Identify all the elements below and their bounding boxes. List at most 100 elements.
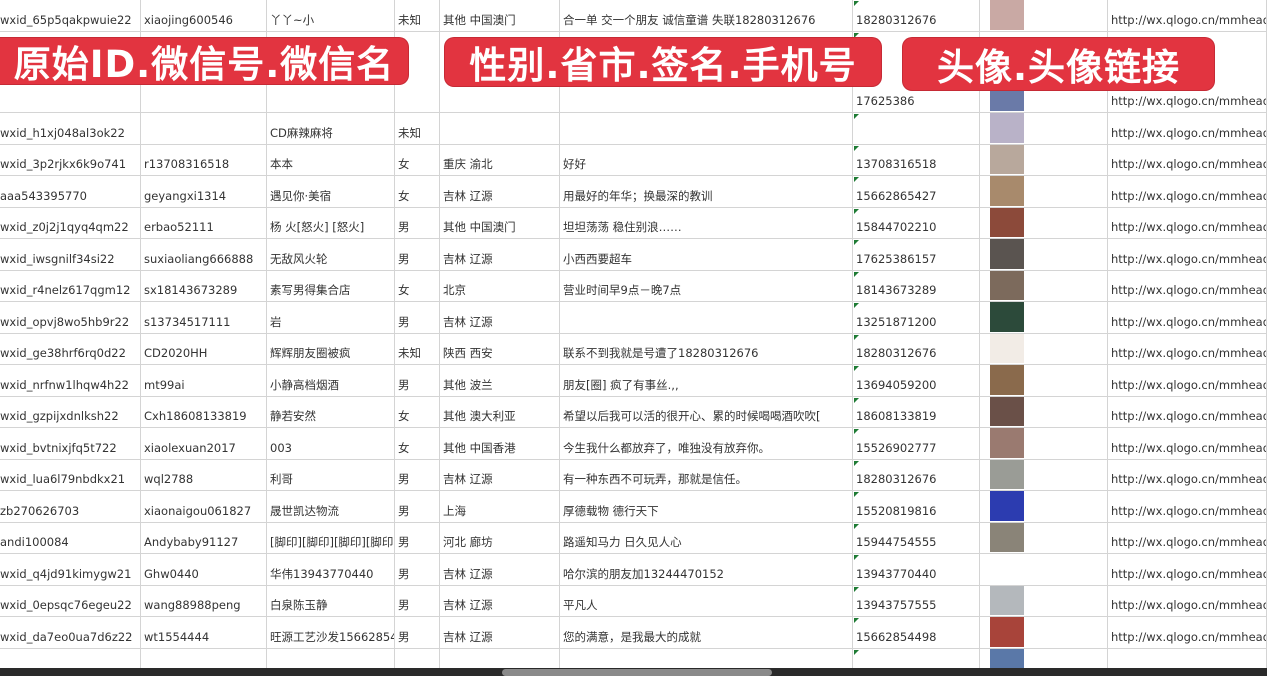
phone-cell[interactable]: [853, 648, 980, 668]
avatar-cell[interactable]: [980, 396, 1108, 427]
avatar-url-cell[interactable]: http://wx.qlogo.cn/mmhead: [1108, 428, 1267, 459]
wechat-id-cell[interactable]: wang88988peng: [141, 585, 267, 616]
signature-cell[interactable]: [560, 648, 853, 668]
signature-cell[interactable]: [560, 302, 853, 333]
avatar-cell[interactable]: [980, 428, 1108, 459]
wechat-name-cell[interactable]: 辉辉朋友圈被疯: [267, 333, 395, 364]
avatar-url-cell[interactable]: http://wx.qlogo.cn/mmhead: [1108, 491, 1267, 522]
avatar-url-cell[interactable]: http://wx.qlogo.cn/mmhead: [1108, 207, 1267, 238]
signature-cell[interactable]: 用最好的年华；换最深的教训: [560, 176, 853, 207]
avatar-url-cell[interactable]: http://wx.qlogo.cn/mmhead: [1108, 617, 1267, 648]
avatar-cell[interactable]: [980, 491, 1108, 522]
avatar-cell[interactable]: [980, 207, 1108, 238]
wechat-id-cell[interactable]: sx18143673289: [141, 270, 267, 301]
original-id-cell[interactable]: wxid_da7eo0ua7d6z22: [0, 617, 141, 648]
wechat-id-cell[interactable]: r13708316518: [141, 144, 267, 175]
wechat-name-cell[interactable]: 丫丫~小: [267, 0, 395, 31]
gender-cell[interactable]: 男: [395, 491, 440, 522]
horizontal-scrollbar[interactable]: [502, 669, 772, 676]
gender-cell[interactable]: 男: [395, 522, 440, 553]
wechat-name-cell[interactable]: 本本: [267, 144, 395, 175]
avatar-url-cell[interactable]: http://wx.qlogo.cn/mmhead: [1108, 365, 1267, 396]
wechat-id-cell[interactable]: wql2788: [141, 459, 267, 490]
wechat-name-cell[interactable]: 旺源工艺沙发15662854: [267, 617, 395, 648]
original-id-cell[interactable]: wxid_z0j2j1qyq4qm22: [0, 207, 141, 238]
region-cell[interactable]: 重庆 渝北: [440, 144, 560, 175]
wechat-id-cell[interactable]: Andybaby91127: [141, 522, 267, 553]
wechat-id-cell[interactable]: mt99ai: [141, 365, 267, 396]
region-cell[interactable]: 吉林 辽源: [440, 585, 560, 616]
phone-cell[interactable]: 15662854498: [853, 617, 980, 648]
region-cell[interactable]: 其他 波兰: [440, 365, 560, 396]
phone-cell[interactable]: 15944754555: [853, 522, 980, 553]
signature-cell[interactable]: 路遥知马力 日久见人心: [560, 522, 853, 553]
original-id-cell[interactable]: zb270626703: [0, 491, 141, 522]
phone-cell[interactable]: 15526902777: [853, 428, 980, 459]
avatar-cell[interactable]: [980, 176, 1108, 207]
signature-cell[interactable]: 小西西要超车: [560, 239, 853, 270]
signature-cell[interactable]: 厚德载物 德行天下: [560, 491, 853, 522]
gender-cell[interactable]: 女: [395, 396, 440, 427]
phone-cell[interactable]: 13708316518: [853, 144, 980, 175]
gender-cell[interactable]: 女: [395, 144, 440, 175]
signature-cell[interactable]: 平凡人: [560, 585, 853, 616]
avatar-url-cell[interactable]: http://wx.qlogo.cn/mmhead: [1108, 554, 1267, 585]
avatar-cell[interactable]: [980, 617, 1108, 648]
region-cell[interactable]: 其他 澳大利亚: [440, 396, 560, 427]
phone-cell[interactable]: 18608133819: [853, 396, 980, 427]
avatar-url-cell[interactable]: http://wx.qlogo.cn/mmhead: [1108, 144, 1267, 175]
phone-cell[interactable]: [853, 113, 980, 144]
phone-cell[interactable]: 13943757555: [853, 585, 980, 616]
wechat-name-cell[interactable]: 华伟13943770440: [267, 554, 395, 585]
avatar-url-cell[interactable]: http://wx.qlogo.cn/mmhead: [1108, 239, 1267, 270]
region-cell[interactable]: 吉林 辽源: [440, 239, 560, 270]
original-id-cell[interactable]: wxid_nrfnw1lhqw4h22: [0, 365, 141, 396]
signature-cell[interactable]: 有一种东西不可玩弄，那就是信任。: [560, 459, 853, 490]
gender-cell[interactable]: 未知: [395, 333, 440, 364]
original-id-cell[interactable]: [0, 648, 141, 668]
gender-cell[interactable]: [395, 648, 440, 668]
wechat-name-cell[interactable]: [267, 648, 395, 668]
avatar-cell[interactable]: [980, 585, 1108, 616]
gender-cell[interactable]: 女: [395, 270, 440, 301]
wechat-id-cell[interactable]: xiaolexuan2017: [141, 428, 267, 459]
original-id-cell[interactable]: wxid_r4nelz617qgm12: [0, 270, 141, 301]
gender-cell[interactable]: 男: [395, 207, 440, 238]
wechat-id-cell[interactable]: xiaonaigou061827: [141, 491, 267, 522]
gender-cell[interactable]: 男: [395, 459, 440, 490]
original-id-cell[interactable]: wxid_bvtnixjfq5t722: [0, 428, 141, 459]
wechat-id-cell[interactable]: xiaojing600546: [141, 0, 267, 31]
wechat-name-cell[interactable]: 无敌风火轮: [267, 239, 395, 270]
signature-cell[interactable]: 今生我什么都放弃了，唯独没有放弃你。: [560, 428, 853, 459]
wechat-id-cell[interactable]: wt1554444: [141, 617, 267, 648]
region-cell[interactable]: 吉林 辽源: [440, 554, 560, 585]
region-cell[interactable]: 河北 廊坊: [440, 522, 560, 553]
avatar-url-cell[interactable]: http://wx.qlogo.cn/mmhead: [1108, 270, 1267, 301]
avatar-url-cell[interactable]: [1108, 648, 1267, 668]
gender-cell[interactable]: 女: [395, 428, 440, 459]
wechat-id-cell[interactable]: [141, 113, 267, 144]
avatar-cell[interactable]: [980, 270, 1108, 301]
wechat-name-cell[interactable]: 小静高档烟酒: [267, 365, 395, 396]
original-id-cell[interactable]: andi100084: [0, 522, 141, 553]
region-cell[interactable]: 其他 中国澳门: [440, 207, 560, 238]
signature-cell[interactable]: 坦坦荡荡 稳住别浪……: [560, 207, 853, 238]
avatar-cell[interactable]: [980, 144, 1108, 175]
avatar-url-cell[interactable]: http://wx.qlogo.cn/mmhead: [1108, 522, 1267, 553]
phone-cell[interactable]: 18143673289: [853, 270, 980, 301]
signature-cell[interactable]: 希望以后我可以活的很开心、累的时候喝喝酒吹吹[: [560, 396, 853, 427]
region-cell[interactable]: 吉林 辽源: [440, 617, 560, 648]
wechat-name-cell[interactable]: 遇见你·美宿: [267, 176, 395, 207]
region-cell[interactable]: 北京: [440, 270, 560, 301]
region-cell[interactable]: 其他 中国澳门: [440, 0, 560, 31]
signature-cell[interactable]: 合一单 交一个朋友 诚信童谱 失联18280312676: [560, 0, 853, 31]
original-id-cell[interactable]: wxid_h1xj048al3ok22: [0, 113, 141, 144]
avatar-url-cell[interactable]: http://wx.qlogo.cn/mmhead: [1108, 302, 1267, 333]
phone-cell[interactable]: 13251871200: [853, 302, 980, 333]
phone-cell[interactable]: 18280312676: [853, 459, 980, 490]
avatar-url-cell[interactable]: http://wx.qlogo.cn/mmhead: [1108, 396, 1267, 427]
wechat-name-cell[interactable]: 岩: [267, 302, 395, 333]
avatar-cell[interactable]: [980, 648, 1108, 668]
wechat-id-cell[interactable]: erbao52111: [141, 207, 267, 238]
original-id-cell[interactable]: wxid_ge38hrf6rq0d22: [0, 333, 141, 364]
